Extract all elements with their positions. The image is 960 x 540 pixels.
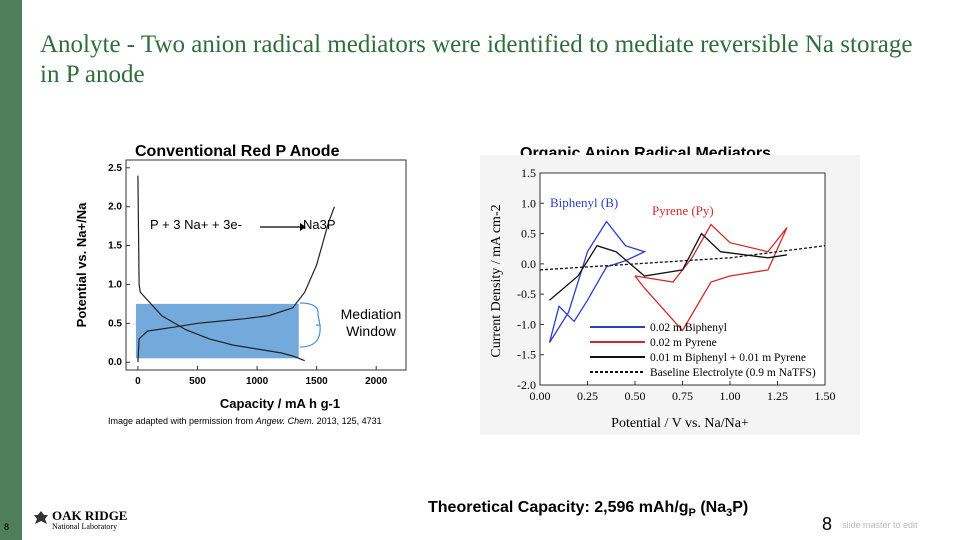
mediation-label-line1: Mediation xyxy=(340,306,402,322)
reaction-reactants[interactable]: P + 3 Na+ + 3e- xyxy=(150,217,242,232)
legend: 0.02 m Biphenyl 0.02 m Pyrene 0.01 m Biphe… xyxy=(590,322,816,379)
legend-label: Baseline Electrolyte (0.9 m NaTFS) xyxy=(650,367,816,379)
left-chart-heading[interactable]: Conventional Red P Anode xyxy=(135,143,340,160)
credit-prefix: Image adapted with permission from xyxy=(108,416,256,426)
x-axis-label: Capacity / mA h g-1 xyxy=(220,396,340,411)
theoretical-capacity[interactable]: Theoretical Capacity: 2,596 mAh/gP (Na3P… xyxy=(428,499,749,520)
x-tick-label: 0 xyxy=(135,376,141,387)
x-axis-label: Potential / V vs. Na/Na+ xyxy=(611,416,749,431)
y-tick-label: 1.5 xyxy=(108,241,122,252)
oak-leaf-icon xyxy=(34,511,48,524)
pyrene-annotation: Pyrene (Py) xyxy=(652,203,714,218)
y-tick-label: -1.5 xyxy=(517,348,536,362)
image-credit[interactable]: Image adapted with permission from Angew… xyxy=(108,416,382,426)
credit-journal: Angew. Chem. xyxy=(255,416,315,426)
y-axis-label: Current Density / mA cm-2 xyxy=(489,204,504,357)
logo-text-secondary: National Laboratory xyxy=(52,522,118,531)
x-tick-label: 2000 xyxy=(365,376,388,387)
x-tick-label: 1000 xyxy=(246,376,269,387)
y-tick-label: 1.0 xyxy=(521,196,536,210)
credit-suffix: 2013, 125, 4731 xyxy=(314,416,382,426)
reaction-arrow xyxy=(260,223,306,231)
page-number-small: 8 xyxy=(4,522,10,532)
mediation-bracket xyxy=(299,302,321,348)
y-tick-label: 0.5 xyxy=(521,227,536,241)
x-tick-label: 1.00 xyxy=(720,389,741,403)
logo-text-primary: OAK RIDGE xyxy=(52,508,128,523)
plot-frame xyxy=(539,172,826,386)
y-tick-label: 0.5 xyxy=(108,318,122,329)
legend-label: 0.01 m Biphenyl + 0.01 m Pyrene xyxy=(650,352,806,364)
slide-master-hint: slide master to edit xyxy=(842,520,918,530)
mediation-window-region xyxy=(135,303,299,359)
y-tick-label: 0.0 xyxy=(521,257,536,271)
cv-curve-3 xyxy=(549,232,788,301)
x-tick-label: 0.50 xyxy=(625,389,646,403)
mediation-label-line2: Window xyxy=(346,323,396,339)
slide-title[interactable]: Anolyte - Two anion radical mediators we… xyxy=(40,31,913,88)
y-axis-label: Potential vs. Na+/Na xyxy=(74,202,89,327)
x-tick-label: 0.25 xyxy=(577,389,598,403)
x-tick-label: 1.50 xyxy=(815,389,836,403)
y-tick-label: -0.5 xyxy=(517,287,536,301)
y-tick-label: 1.5 xyxy=(521,166,536,180)
cv-curve-2 xyxy=(634,223,788,332)
y-tick-label: 0.0 xyxy=(108,357,122,368)
biphenyl-annotation: Biphenyl (B) xyxy=(550,195,618,210)
x-tick-label: 500 xyxy=(189,376,206,387)
y-tick-label: -2.0 xyxy=(517,378,536,392)
x-tick-label: 1500 xyxy=(306,376,329,387)
y-tick-label: -1.0 xyxy=(517,317,536,331)
cv-curve-1 xyxy=(548,220,647,343)
cv-curve-4 xyxy=(539,245,826,271)
x-tick-label: 1.25 xyxy=(767,389,788,403)
capacity-curve-2 xyxy=(137,206,336,363)
cyclic-voltammetry-chart[interactable]: 0.00 0.25 0.50 0.75 1.00 1.25 1.50 1.5 1.0 0.5 0.0… xyxy=(480,155,860,435)
page-number: 8 xyxy=(822,514,833,534)
y-tick-label: 2.0 xyxy=(108,202,122,213)
capacity-potential-chart[interactable]: 0 500 1000 1500 2000 0.0 0.5 1.0 1.5 2.0 2.5 Capac… xyxy=(70,155,420,415)
y-tick-label: 2.5 xyxy=(108,163,122,174)
x-tick-label: 0.75 xyxy=(672,389,693,403)
mediation-window-label[interactable]: Mediation Window xyxy=(336,306,406,340)
x-tick-label: 0.00 xyxy=(530,389,551,403)
y-tick-label: 1.0 xyxy=(108,279,122,290)
legend-label: 0.02 m Biphenyl xyxy=(650,322,727,334)
capacity-curve-1 xyxy=(137,175,305,362)
legend-label: 0.02 m Pyrene xyxy=(650,337,717,349)
sidebar-accent xyxy=(0,0,22,540)
reaction-product[interactable]: Na3P xyxy=(303,217,336,232)
